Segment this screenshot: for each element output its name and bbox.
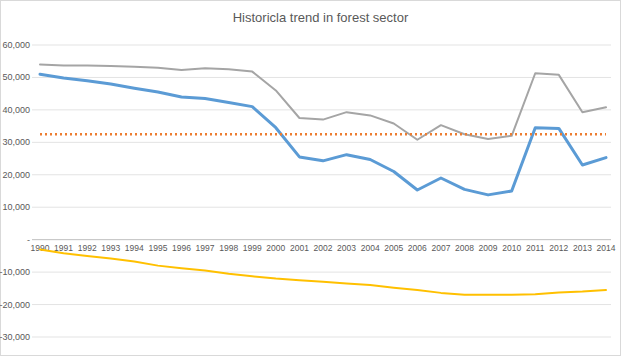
y-tick-label: -10,000: [0, 267, 30, 277]
x-tick-label: 2000: [266, 243, 285, 253]
x-tick-label: 2012: [549, 243, 568, 253]
grid-line: [32, 45, 611, 46]
x-tick-label: 2008: [455, 243, 474, 253]
x-tick-label: 2006: [408, 243, 427, 253]
x-tick-label: 2001: [290, 243, 309, 253]
grid-line: [32, 304, 611, 305]
x-tick-label: 1999: [243, 243, 262, 253]
chart-title: Historicla trend in forest sector: [233, 10, 409, 25]
x-tick-label: 2002: [314, 243, 333, 253]
x-tick-label: 2003: [337, 243, 356, 253]
y-tick-label: 20,000: [2, 170, 30, 180]
x-tick-label: 2010: [502, 243, 521, 253]
y-tick-label: -20,000: [0, 300, 30, 310]
grid-line: [32, 142, 611, 143]
x-tick-label: 1997: [196, 243, 215, 253]
x-tick-label: 2007: [431, 243, 450, 253]
chart-svg: Historicla trend in forest sector -30,000…: [0, 0, 621, 356]
x-tick-label: 2005: [384, 243, 403, 253]
chart-container: Historicla trend in forest sector -30,000…: [0, 0, 621, 356]
series-group: [40, 64, 606, 294]
series-line: [40, 133, 606, 136]
grid-line: [32, 77, 611, 78]
y-tick-label: -30,000: [0, 332, 30, 342]
x-tick-label: 1996: [172, 243, 191, 253]
x-tick-label: 2009: [479, 243, 498, 253]
x-tick-label: 1995: [148, 243, 167, 253]
grid-line: [32, 207, 611, 208]
x-tick-label: 2011: [526, 243, 545, 253]
grid: [32, 45, 611, 337]
series-line: [40, 249, 606, 294]
grid-line: [32, 174, 611, 175]
y-tick-label: 30,000: [2, 137, 30, 147]
grid-line: [32, 272, 611, 273]
chart-frame: [1, 1, 621, 356]
x-tick-label: 2013: [573, 243, 592, 253]
grid-line: [32, 337, 611, 338]
y-tick-label: 40,000: [2, 105, 30, 115]
x-tick-label: 1998: [219, 243, 238, 253]
x-tick-label: 2004: [361, 243, 380, 253]
x-tick-label: 1994: [125, 243, 144, 253]
grid-line: [32, 109, 611, 110]
y-tick-label: 60,000: [2, 40, 30, 50]
series-line: [40, 74, 606, 195]
y-tick-label: 50,000: [2, 72, 30, 82]
x-tick-label: 1993: [101, 243, 120, 253]
x-tick-label: 1992: [78, 243, 97, 253]
zero-axis-line: [32, 239, 611, 240]
x-tick-label: 1991: [54, 243, 73, 253]
x-tick-label: 2014: [597, 243, 616, 253]
y-tick-label: 10,000: [2, 202, 30, 212]
series-line: [40, 64, 606, 139]
